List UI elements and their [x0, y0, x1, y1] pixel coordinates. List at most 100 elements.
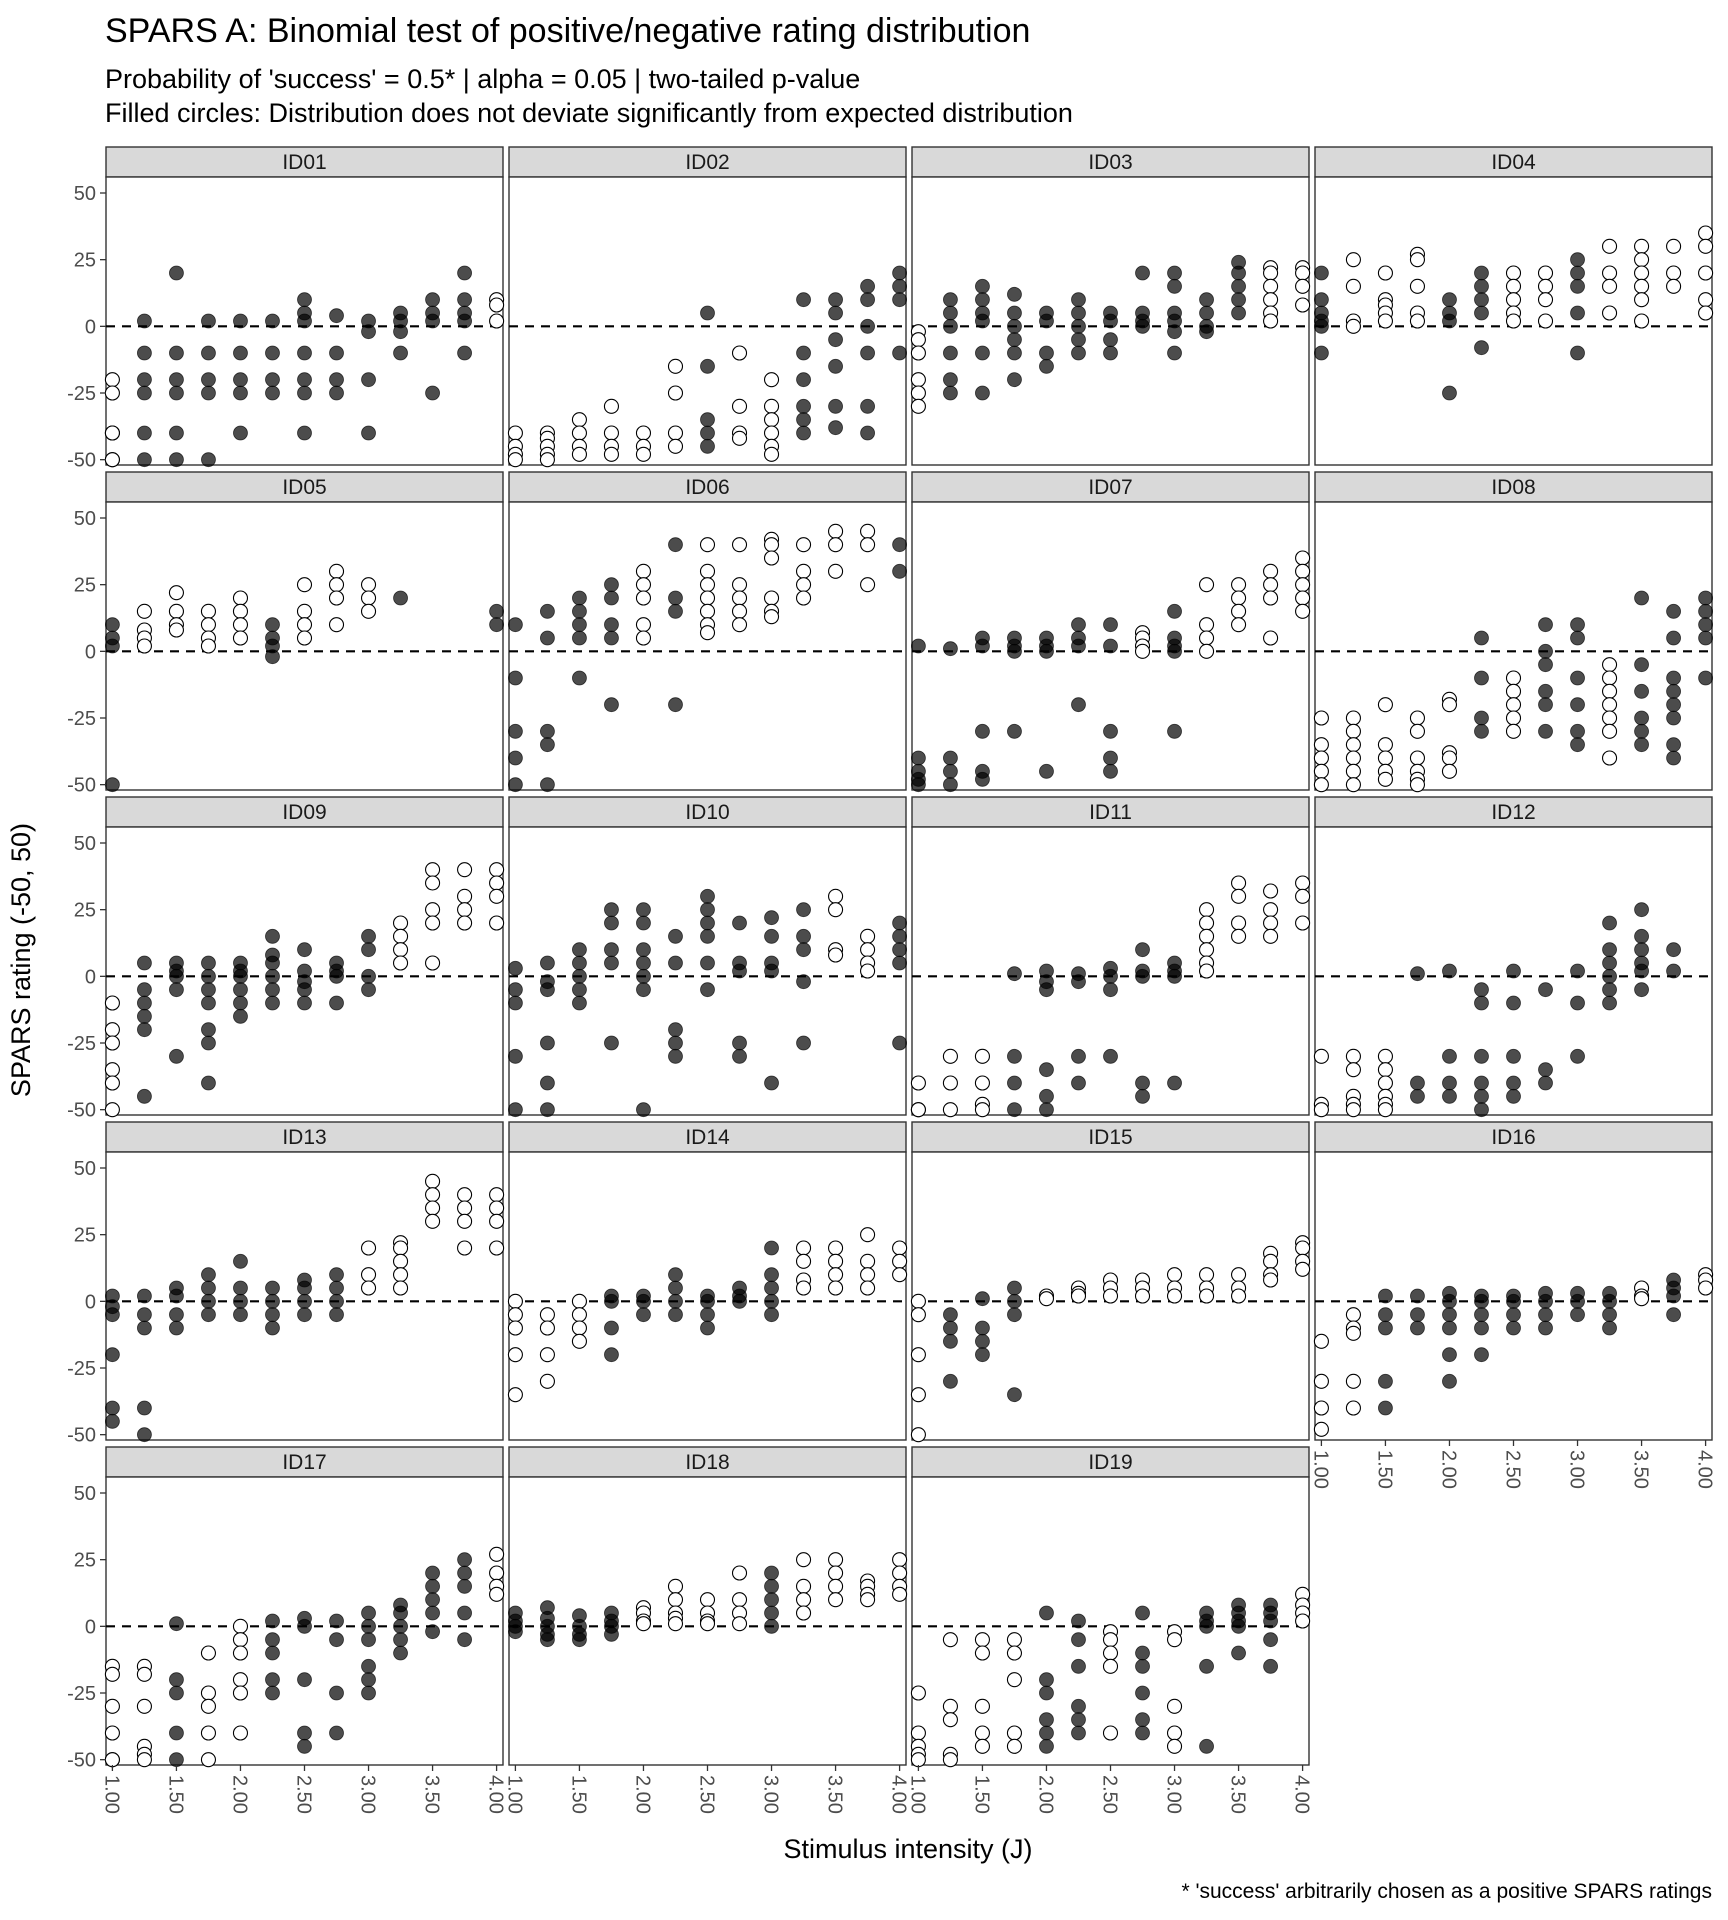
data-point	[668, 1267, 683, 1283]
data-point	[361, 425, 376, 441]
data-point	[425, 1200, 441, 1216]
data-point	[105, 1307, 120, 1323]
x-tick-label: 3.00	[357, 1775, 379, 1814]
data-point	[1505, 710, 1522, 726]
data-point	[1231, 1267, 1247, 1283]
data-point	[1103, 968, 1118, 984]
data-point	[1698, 1280, 1714, 1296]
data-point	[1038, 1291, 1055, 1307]
data-point	[892, 345, 907, 361]
data-point	[297, 1725, 312, 1741]
data-point	[1007, 1102, 1022, 1118]
data-point	[1231, 577, 1247, 593]
data-point	[1409, 777, 1426, 793]
facet-strip-label: ID17	[282, 1451, 326, 1474]
data-point	[1198, 928, 1215, 944]
data-point	[233, 1280, 248, 1296]
data-point	[1634, 590, 1649, 606]
data-point	[1601, 305, 1618, 321]
data-point	[136, 1698, 152, 1714]
data-point	[699, 577, 716, 593]
data-point	[1634, 963, 1649, 979]
data-point	[975, 292, 990, 308]
data-point	[425, 1213, 441, 1229]
data-point	[1167, 1075, 1182, 1091]
data-point	[297, 1280, 312, 1296]
data-point	[1570, 995, 1585, 1011]
data-point	[635, 425, 652, 441]
data-point	[1135, 1088, 1150, 1104]
data-point	[329, 1280, 344, 1296]
x-tick-label: 1.00	[503, 1775, 525, 1814]
data-point	[699, 625, 716, 641]
data-point	[169, 1752, 184, 1768]
data-point	[329, 1267, 344, 1283]
data-point	[540, 1035, 555, 1051]
data-point	[1103, 763, 1118, 779]
data-point	[137, 1008, 152, 1024]
y-tick-label: -50	[67, 1425, 96, 1447]
data-point	[731, 1565, 748, 1581]
data-point	[1007, 305, 1022, 321]
data-point	[699, 1592, 716, 1608]
data-point	[1102, 1725, 1119, 1741]
data-point	[1474, 630, 1489, 646]
data-point	[1263, 265, 1279, 281]
data-point	[1198, 1288, 1215, 1304]
facet-panel-id04: ID04	[1314, 146, 1714, 466]
y-tick-label: -50	[67, 1750, 96, 1772]
data-point	[860, 292, 875, 308]
data-point	[329, 1725, 344, 1741]
data-point	[137, 313, 152, 329]
data-point	[1071, 1632, 1086, 1648]
data-point	[975, 313, 990, 329]
data-point	[457, 1578, 472, 1594]
data-point	[1006, 1738, 1023, 1754]
data-point	[1263, 883, 1279, 899]
data-point	[329, 1293, 344, 1309]
data-point	[425, 1187, 441, 1203]
data-point	[265, 1293, 280, 1309]
data-point	[604, 590, 619, 606]
data-point	[667, 1592, 684, 1608]
data-point	[201, 1307, 216, 1323]
data-point	[636, 1307, 651, 1323]
data-point	[329, 995, 344, 1011]
data-point	[974, 1048, 990, 1064]
data-point	[942, 1698, 958, 1714]
panel-border	[508, 826, 907, 1116]
data-point	[1601, 683, 1618, 699]
data-point	[507, 452, 523, 468]
data-point	[1442, 313, 1457, 329]
facet-strip-label: ID19	[1088, 1451, 1132, 1474]
data-point	[1474, 723, 1489, 739]
data-point	[457, 1632, 472, 1648]
data-point	[1166, 1698, 1183, 1714]
data-point	[796, 412, 811, 428]
y-tick-label: 25	[74, 1550, 96, 1572]
data-point	[828, 1592, 844, 1608]
y-tick-label: -25	[67, 383, 96, 405]
data-point	[1263, 915, 1279, 931]
data-point	[700, 955, 715, 971]
data-point	[137, 385, 152, 401]
data-point	[169, 982, 184, 998]
data-point	[1135, 1645, 1150, 1661]
data-point	[233, 982, 248, 998]
data-point	[1071, 617, 1086, 633]
data-point	[1634, 723, 1649, 739]
data-point	[1039, 763, 1054, 779]
facet-strip-label: ID07	[1088, 476, 1132, 499]
facet-strip	[1314, 146, 1713, 178]
data-point	[169, 1307, 184, 1323]
y-tick-label: -25	[67, 1033, 96, 1055]
x-tick-label: 2.00	[1437, 1450, 1459, 1489]
data-point	[1601, 657, 1618, 673]
data-point	[975, 723, 990, 739]
data-point	[572, 995, 587, 1011]
x-tick-label: 1.50	[164, 1775, 186, 1814]
data-point	[393, 1618, 408, 1634]
data-point	[104, 1102, 120, 1118]
data-point	[828, 292, 843, 308]
data-point	[1134, 1288, 1151, 1304]
